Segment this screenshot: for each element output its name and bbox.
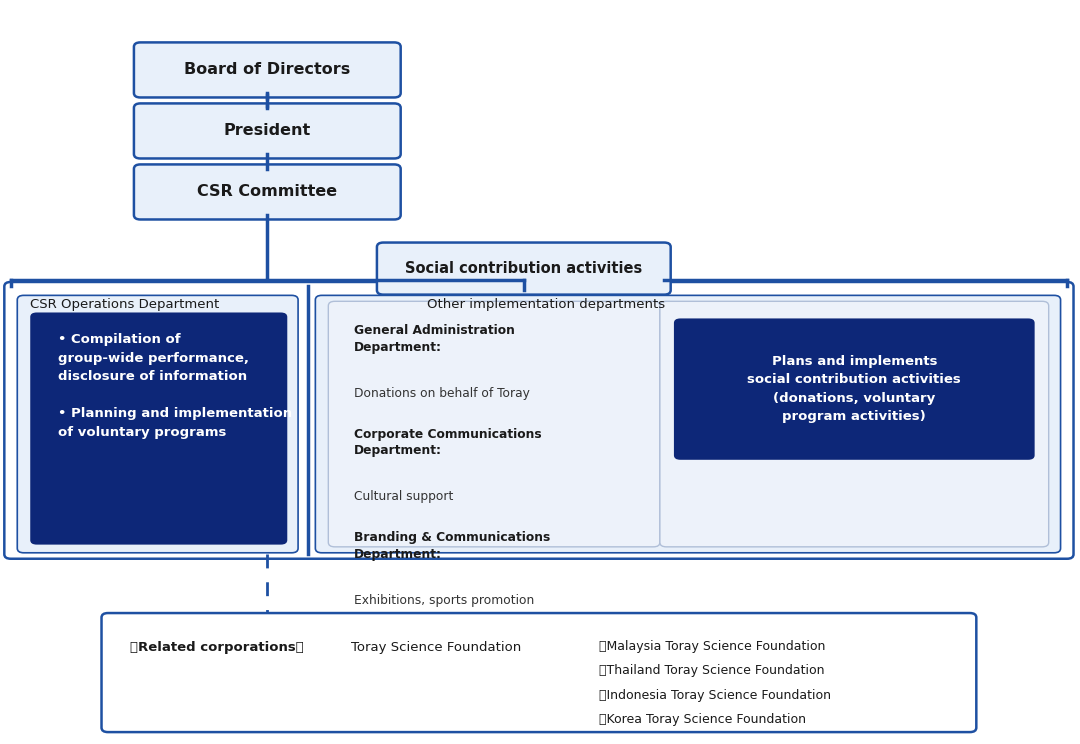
FancyBboxPatch shape [102,613,976,732]
Text: CSR Committee: CSR Committee [198,185,337,199]
Text: Other implementation departments: Other implementation departments [427,298,664,311]
Text: 【Related corporations】: 【Related corporations】 [130,641,303,654]
Text: Branding & Communications
Department:: Branding & Communications Department: [354,531,551,561]
Text: ・Malaysia Toray Science Foundation: ・Malaysia Toray Science Foundation [599,640,826,652]
FancyBboxPatch shape [4,282,1074,559]
FancyBboxPatch shape [134,42,401,97]
FancyBboxPatch shape [17,295,298,553]
FancyBboxPatch shape [328,301,660,547]
FancyBboxPatch shape [134,103,401,158]
Text: ・Korea Toray Science Foundation: ・Korea Toray Science Foundation [599,713,807,726]
Text: President: President [224,124,311,138]
Text: • Compilation of
group-wide performance,
disclosure of information

• Planning a: • Compilation of group-wide performance,… [58,333,293,439]
Text: Board of Directors: Board of Directors [185,62,350,77]
Text: General Administration
Department:: General Administration Department: [354,324,515,354]
Text: Exhibitions, sports promotion: Exhibitions, sports promotion [354,594,535,606]
FancyBboxPatch shape [315,295,1061,553]
Text: Corporate Communications
Department:: Corporate Communications Department: [354,428,542,458]
Text: Plans and implements
social contribution activities
(donations, voluntary
progra: Plans and implements social contribution… [747,355,961,423]
Text: ・Thailand Toray Science Foundation: ・Thailand Toray Science Foundation [599,664,825,677]
Text: Toray Science Foundation: Toray Science Foundation [351,641,522,654]
Text: Departments responsible
for social contribution at
Toray Group companies: Departments responsible for social contr… [686,324,841,374]
FancyBboxPatch shape [30,312,287,545]
Text: Donations on behalf of Toray: Donations on behalf of Toray [354,387,530,400]
Text: CSR Operations Department: CSR Operations Department [30,298,219,311]
Text: Cultural support: Cultural support [354,490,454,503]
Text: ・Indonesia Toray Science Foundation: ・Indonesia Toray Science Foundation [599,689,832,702]
FancyBboxPatch shape [377,243,671,295]
Text: Social contribution activities: Social contribution activities [405,261,643,276]
FancyBboxPatch shape [660,301,1049,547]
FancyBboxPatch shape [134,164,401,219]
FancyBboxPatch shape [674,318,1035,460]
